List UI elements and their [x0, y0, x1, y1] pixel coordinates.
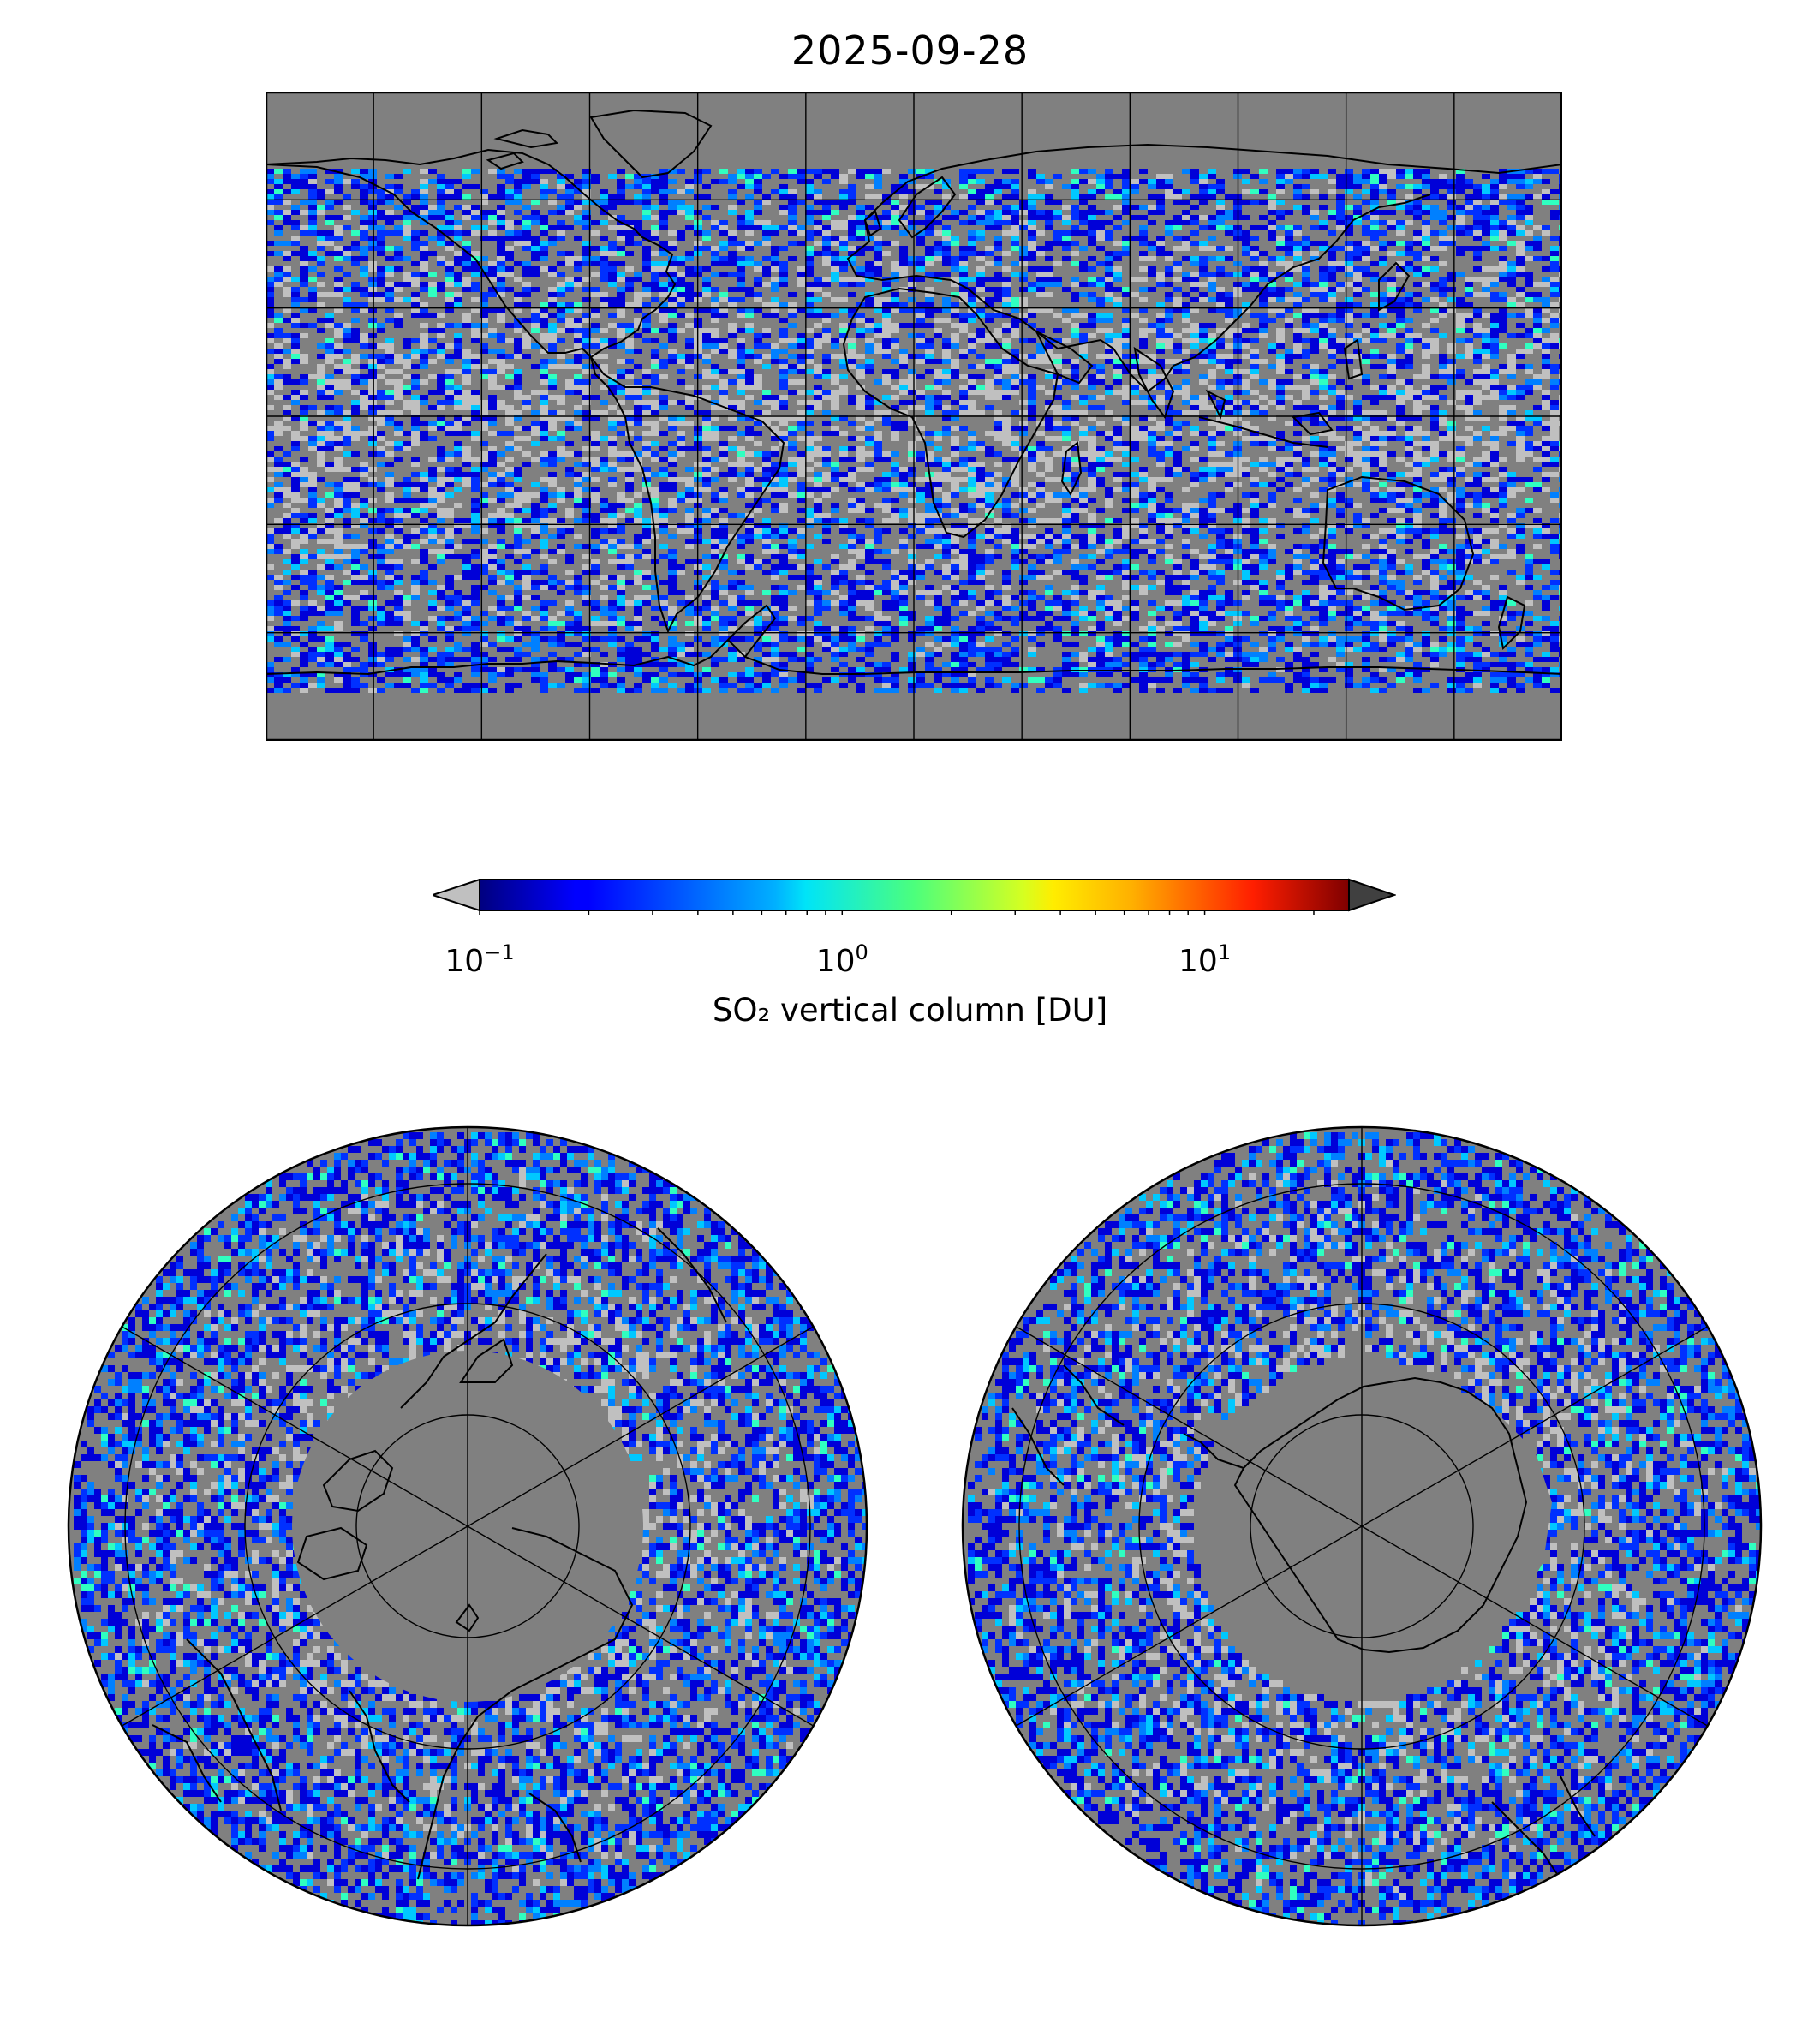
coast-australia: [1322, 475, 1475, 612]
colorbar-under-extension: [433, 878, 480, 912]
coast-antarctica: [266, 638, 1562, 676]
colorbar-minor-ticks: [479, 910, 1315, 915]
coast-greenland: [589, 109, 713, 179]
coast-north-america: [266, 148, 677, 359]
coast-south-america: [590, 356, 785, 634]
coast-madagascar: [1060, 441, 1083, 497]
map-title: 2025-09-28: [791, 27, 1029, 74]
colorbar-gradient: [479, 879, 1350, 911]
global-coastlines: [266, 109, 1562, 676]
coast-antarctica-polar: [1233, 1376, 1528, 1654]
colorbar: [433, 878, 1396, 915]
global-data-cells: [266, 169, 1562, 693]
global-gridlines: [266, 92, 1562, 741]
north-map-boundary: [67, 1125, 868, 1927]
coast-se-asia-islands: [1198, 338, 1364, 448]
coast-british-isles: [863, 210, 882, 237]
coast-arabia: [1034, 329, 1094, 385]
south-coastlines: [1011, 1364, 1596, 1880]
south-polar-map: [961, 1125, 1763, 1927]
colorbar-tick-label: 101: [1179, 940, 1232, 979]
south-gridlines: [1012, 1127, 1711, 1925]
coast-india: [1133, 346, 1175, 420]
coast-antarctic-peninsula: [727, 604, 777, 658]
coast-new-zealand: [1497, 595, 1526, 651]
north-data-cells: [74, 1132, 867, 1925]
north-gridlines: [118, 1127, 817, 1925]
coast-africa: [842, 287, 1059, 539]
colorbar-label: SO₂ vertical column [DU]: [712, 992, 1108, 1029]
north-polar-map: [67, 1125, 868, 1927]
colorbar-over-extension: [1348, 878, 1396, 912]
global-map: [266, 92, 1562, 741]
colorbar-tick-label: 10−1: [445, 940, 515, 979]
global-map-frame: [266, 92, 1562, 741]
south-map-boundary: [961, 1125, 1763, 1927]
coast-arctic-islands: [486, 128, 559, 170]
colorbar-tick-label: 100: [815, 940, 868, 979]
coast-japan: [1378, 261, 1411, 312]
